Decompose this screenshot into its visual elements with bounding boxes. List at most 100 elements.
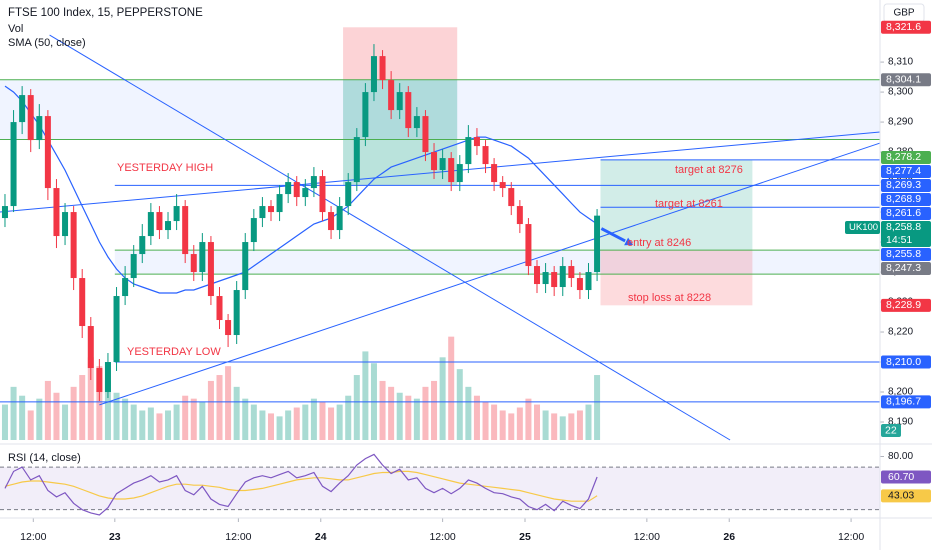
arrow-shaft: [600, 227, 626, 243]
candle-body: [53, 188, 60, 237]
volume-bar: [508, 413, 515, 440]
volume-bar: [310, 398, 317, 440]
candle-body: [156, 212, 163, 231]
candle-body: [568, 266, 575, 279]
candle-body: [405, 92, 412, 129]
candle-body: [207, 242, 214, 297]
volume-bar: [473, 395, 480, 440]
candle-body: [104, 362, 111, 393]
candle-body: [122, 278, 129, 297]
candle-body: [130, 254, 137, 279]
volume-bar: [302, 404, 309, 440]
y-tick-label: 8,290: [888, 117, 913, 128]
candle-body: [27, 95, 34, 141]
price-tag-label: 8,278.2: [886, 151, 921, 163]
volume-bar: [576, 410, 583, 440]
candle-body: [379, 56, 386, 81]
volume-bar: [559, 416, 566, 440]
volume-bar: [113, 392, 120, 440]
x-tick-label: 12:00: [634, 531, 660, 543]
candle-body: [62, 212, 69, 237]
volume-bar: [534, 404, 541, 440]
price-tag-label: 8,304.1: [886, 74, 921, 86]
candle-body: [576, 278, 583, 291]
candle-body: [70, 212, 77, 279]
candle-body: [285, 182, 292, 195]
candle-body: [370, 56, 377, 93]
volume-bar: [250, 404, 257, 440]
price-tag-label: 8,277.4: [886, 165, 921, 177]
volume-bar: [525, 398, 532, 440]
volume-bar: [336, 404, 343, 440]
x-tick-label: 24: [315, 531, 327, 543]
volume-bar: [345, 395, 352, 440]
candle-body: [482, 146, 489, 165]
candle-body: [499, 182, 506, 189]
y-tick-label: 80.00: [888, 451, 913, 462]
candle-body: [422, 116, 429, 153]
annotation: stop loss at 8228: [628, 292, 711, 304]
volume-bar: [405, 395, 412, 440]
y-tick-label: 8,300: [888, 87, 913, 98]
candle-body: [431, 152, 438, 171]
volume-bar: [439, 357, 446, 440]
candle-body: [396, 92, 403, 111]
candle-body: [439, 158, 446, 171]
volume-bar: [36, 398, 43, 440]
indicator-label: Vol: [8, 23, 23, 35]
annotation: target at 8261: [655, 198, 723, 210]
candle-body: [147, 212, 154, 237]
volume-bar: [225, 366, 232, 440]
volume-bar: [156, 413, 163, 440]
volume-bar: [396, 392, 403, 440]
x-tick-label: 12:00: [429, 531, 455, 543]
candle-body: [293, 182, 300, 198]
candle-body: [225, 320, 232, 336]
volume-bar: [216, 375, 223, 440]
volume-bar: [328, 407, 335, 440]
rsi-ma-line: [4, 470, 598, 502]
volume-bar: [516, 407, 523, 440]
volume-bar: [319, 401, 326, 440]
candle-body: [336, 206, 343, 231]
volume-bar: [96, 366, 103, 440]
volume-bar: [413, 398, 420, 440]
volume-bar: [182, 395, 189, 440]
volume-bar: [431, 380, 438, 440]
annotation: YESTERDAY LOW: [127, 346, 221, 358]
price-tag-label: 8,268.9: [886, 193, 921, 205]
candle-body: [44, 116, 51, 189]
rsi-title: RSI (14, close): [8, 452, 81, 464]
symbol-tag: [845, 220, 880, 234]
volume-bar: [379, 380, 386, 440]
x-tick-label: 12:00: [838, 531, 864, 543]
candle-body: [473, 137, 480, 147]
candle-body: [534, 266, 541, 285]
price-tag: [881, 20, 931, 34]
arrow-head: [624, 237, 634, 246]
volume-bar: [87, 357, 94, 440]
candle-body: [259, 206, 266, 219]
volume-bar: [594, 375, 601, 440]
candle-body: [328, 212, 335, 231]
candle-body: [353, 137, 360, 183]
candle-body: [388, 80, 395, 111]
rsi-tag-label: 60.70: [888, 471, 914, 483]
candle-body: [233, 290, 240, 336]
volume-bar: [10, 386, 17, 440]
candle-body: [199, 242, 206, 273]
price-tag: [881, 355, 931, 369]
symbol-label: UK100: [849, 222, 878, 233]
candle-body: [96, 368, 103, 393]
volume-bar: [27, 410, 34, 440]
price-tag-label: 8,255.8: [886, 248, 921, 260]
zone: [114, 250, 881, 275]
candle-body: [19, 95, 26, 123]
zone: [0, 79, 880, 140]
candle-body: [413, 116, 420, 129]
currency[interactable]: GBP: [893, 8, 914, 19]
y-tick-label: 8,220: [888, 327, 913, 338]
candle-body: [448, 158, 455, 183]
rsi-line: [4, 453, 598, 516]
